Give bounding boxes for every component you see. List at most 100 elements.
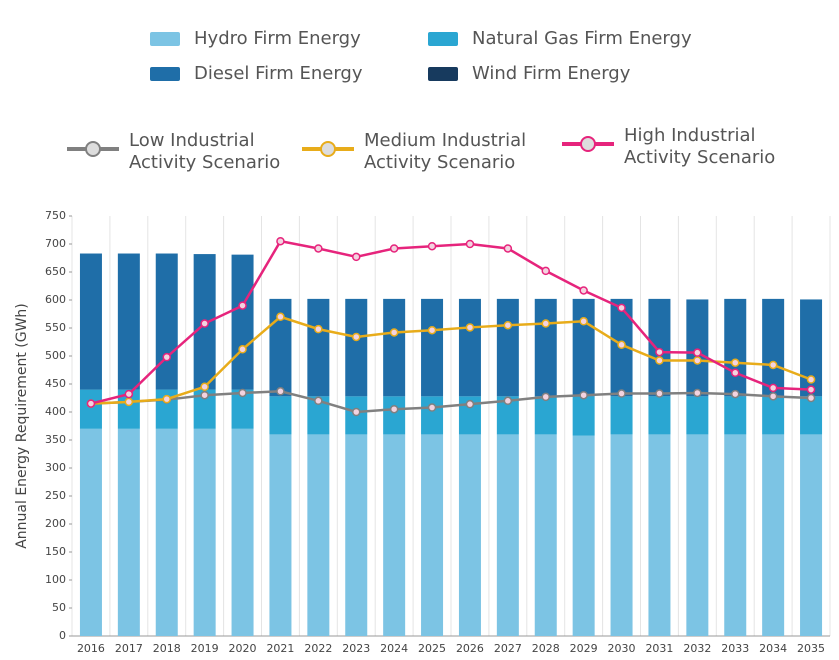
line-marker — [124, 397, 134, 407]
line-marker — [617, 303, 626, 313]
line-marker — [352, 252, 361, 262]
bar-segment — [496, 298, 519, 397]
bar-segment — [458, 298, 481, 397]
bar-segment — [421, 298, 444, 397]
y-tick-label: 400 — [45, 405, 66, 418]
bar-segment — [345, 434, 368, 636]
line-marker — [389, 328, 399, 337]
bar-segment — [534, 434, 557, 636]
bar-segment — [269, 298, 292, 397]
bar-segment — [231, 389, 254, 429]
line-marker — [314, 244, 323, 253]
bar-segment — [193, 389, 216, 429]
x-tick-label: 2019 — [191, 642, 219, 655]
legend-swatch — [150, 66, 180, 81]
line-marker — [693, 348, 702, 357]
y-tick-label: 150 — [45, 545, 66, 558]
line — [90, 315, 812, 405]
legend-marker — [85, 141, 101, 157]
y-tick-label: 750 — [45, 209, 66, 222]
line-marker — [693, 356, 702, 365]
line-marker — [276, 312, 285, 322]
bar-segment — [724, 298, 747, 397]
x-tick-label: 2027 — [494, 642, 522, 655]
legend-icon — [67, 141, 119, 157]
y-tick-label: 550 — [45, 321, 66, 334]
bar-segment — [572, 298, 595, 397]
bar-segment — [117, 428, 140, 636]
bar-segment — [610, 396, 633, 435]
line-marker — [200, 390, 209, 400]
line-marker — [200, 382, 209, 392]
x-tick-label: 2023 — [342, 642, 370, 655]
y-tick-label: 350 — [45, 433, 66, 446]
bar-segment — [572, 396, 595, 436]
bar-segment — [800, 396, 823, 435]
x-tick-label: 2017 — [115, 642, 143, 655]
bar-segment — [307, 396, 330, 435]
x-tick-label: 2030 — [608, 642, 636, 655]
y-tick-label: 0 — [59, 629, 66, 642]
line-marker — [655, 356, 664, 365]
legend-swatch — [150, 31, 180, 46]
legend-marker — [580, 136, 596, 152]
legend-icon — [302, 141, 354, 157]
line-marker — [314, 396, 323, 406]
line-marker — [768, 383, 778, 393]
x-tick-label: 2029 — [570, 642, 598, 655]
legend-label: Natural Gas Firm Energy — [472, 28, 692, 49]
y-tick-label: 300 — [45, 461, 66, 474]
x-tick-label: 2024 — [380, 642, 408, 655]
line-marker — [352, 332, 361, 342]
bar-segment — [383, 434, 406, 636]
x-tick-label: 2033 — [721, 642, 749, 655]
bar-segment — [686, 434, 709, 636]
legend-item: Diesel Firm Energy — [150, 63, 363, 84]
line-marker — [579, 286, 588, 295]
bar-segment — [193, 428, 216, 636]
y-tick-label: 500 — [45, 349, 66, 362]
bar-segment — [231, 254, 254, 390]
line — [90, 390, 812, 414]
line-marker — [579, 317, 588, 326]
bar-segment — [610, 434, 633, 636]
bar-segment — [269, 396, 292, 435]
line-marker — [162, 394, 171, 404]
line-marker — [541, 266, 550, 276]
line-marker — [238, 345, 247, 354]
line-marker — [806, 385, 816, 394]
line-marker — [806, 375, 816, 384]
y-tick-label: 450 — [45, 377, 66, 390]
legend-swatch — [428, 31, 458, 46]
legend-swatch — [428, 66, 458, 81]
legend-item: Hydro Firm Energy — [150, 28, 361, 49]
x-tick-label: 2034 — [759, 642, 787, 655]
bar-segment — [79, 428, 102, 636]
bar-segment — [421, 434, 444, 636]
bar-segment — [307, 298, 330, 397]
line-marker — [731, 389, 740, 399]
line-marker — [503, 244, 513, 253]
bar-segment — [800, 299, 823, 397]
line-marker — [238, 388, 247, 398]
bar-segment — [762, 396, 785, 435]
line-marker — [768, 360, 778, 370]
line-marker — [655, 389, 664, 398]
legend-marker — [320, 141, 336, 157]
line-marker — [427, 403, 437, 412]
bar-segment — [383, 396, 406, 435]
x-tick-label: 2022 — [304, 642, 332, 655]
bar-segment — [534, 396, 557, 435]
line-marker — [465, 323, 475, 332]
x-tick-label: 2035 — [797, 642, 825, 655]
line-marker — [541, 392, 550, 402]
legend-label: High Industrial Activity Scenario — [624, 125, 776, 168]
bar-segment — [648, 396, 671, 435]
bar-segment — [724, 434, 747, 636]
line-marker — [389, 244, 399, 253]
line-marker — [806, 393, 816, 403]
line-marker — [731, 358, 740, 367]
bar-segment — [496, 434, 519, 636]
y-tick-label: 250 — [45, 489, 66, 502]
